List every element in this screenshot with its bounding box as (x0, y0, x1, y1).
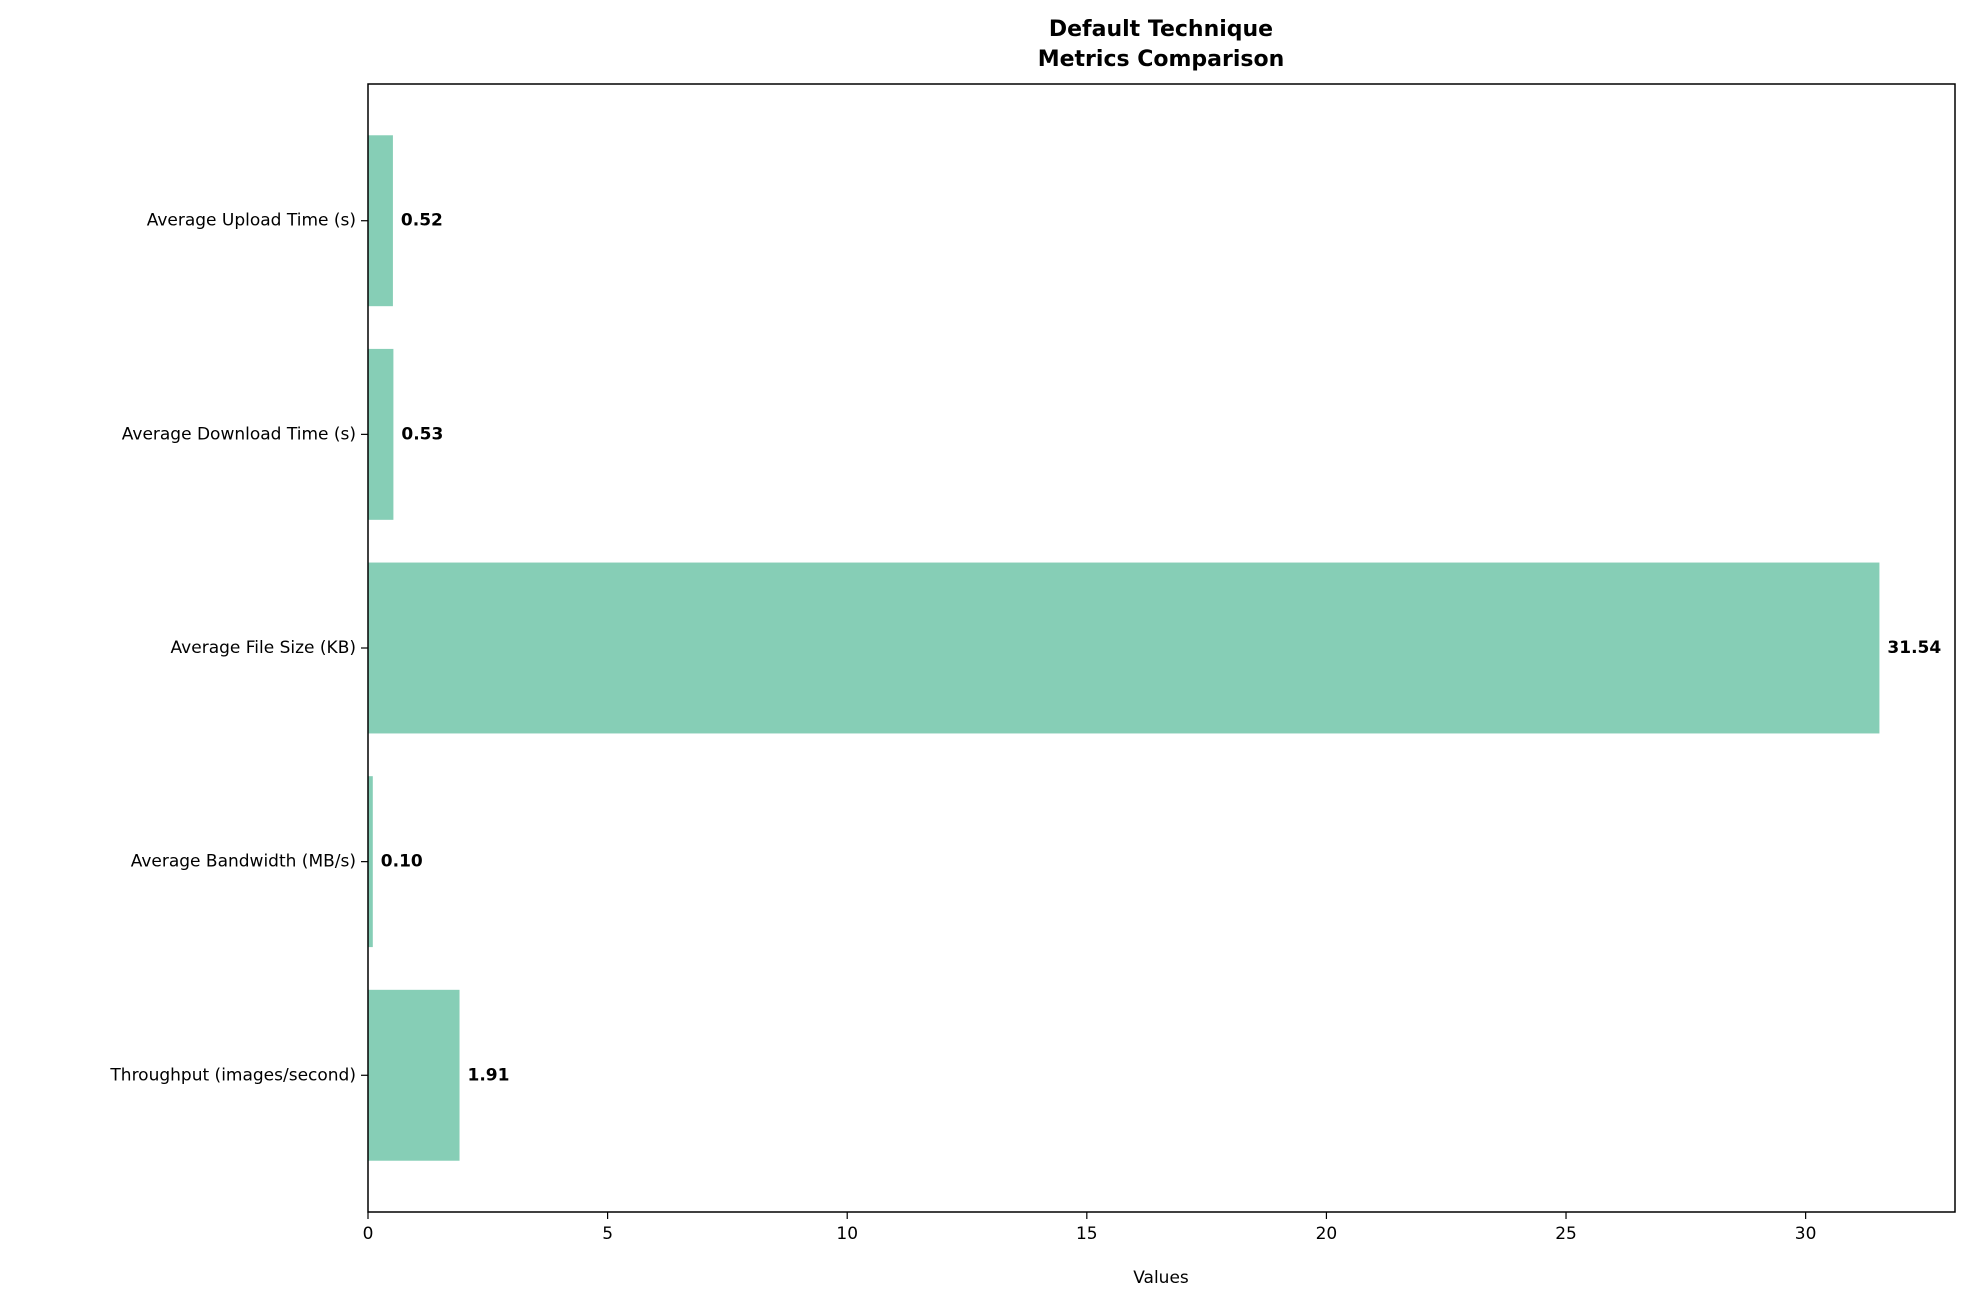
bar (368, 989, 460, 1161)
y-tick-label: Throughput (images/second) (109, 1065, 356, 1085)
value-label: 0.52 (401, 211, 443, 231)
plot-frame (367, 83, 1956, 1213)
x-tick-label: 20 (1316, 1224, 1338, 1244)
value-label: 1.91 (468, 1065, 510, 1085)
y-tick-label: Average Upload Time (s) (147, 211, 356, 231)
y-tick-label: Average File Size (KB) (171, 638, 356, 658)
x-tick-label: 0 (363, 1224, 374, 1244)
x-tick-label: 10 (836, 1224, 858, 1244)
chart-title: Default Technique Metrics Comparison (1038, 17, 1285, 72)
bar (368, 135, 393, 307)
value-label: 31.54 (1887, 638, 1941, 658)
value-label: 0.10 (381, 852, 423, 872)
y-tick-label: Average Download Time (s) (122, 424, 356, 444)
x-tick-label: 5 (602, 1224, 613, 1244)
x-tick-label: 15 (1076, 1224, 1098, 1244)
y-tick-label: Average Bandwidth (MB/s) (131, 852, 356, 872)
bar (368, 562, 1880, 734)
x-tick-label: 30 (1795, 1224, 1817, 1244)
x-tick-label: 25 (1555, 1224, 1577, 1244)
bar (368, 776, 373, 948)
value-label: 0.53 (401, 424, 443, 444)
x-axis-label: Values (1133, 1268, 1189, 1288)
bar (368, 348, 394, 520)
